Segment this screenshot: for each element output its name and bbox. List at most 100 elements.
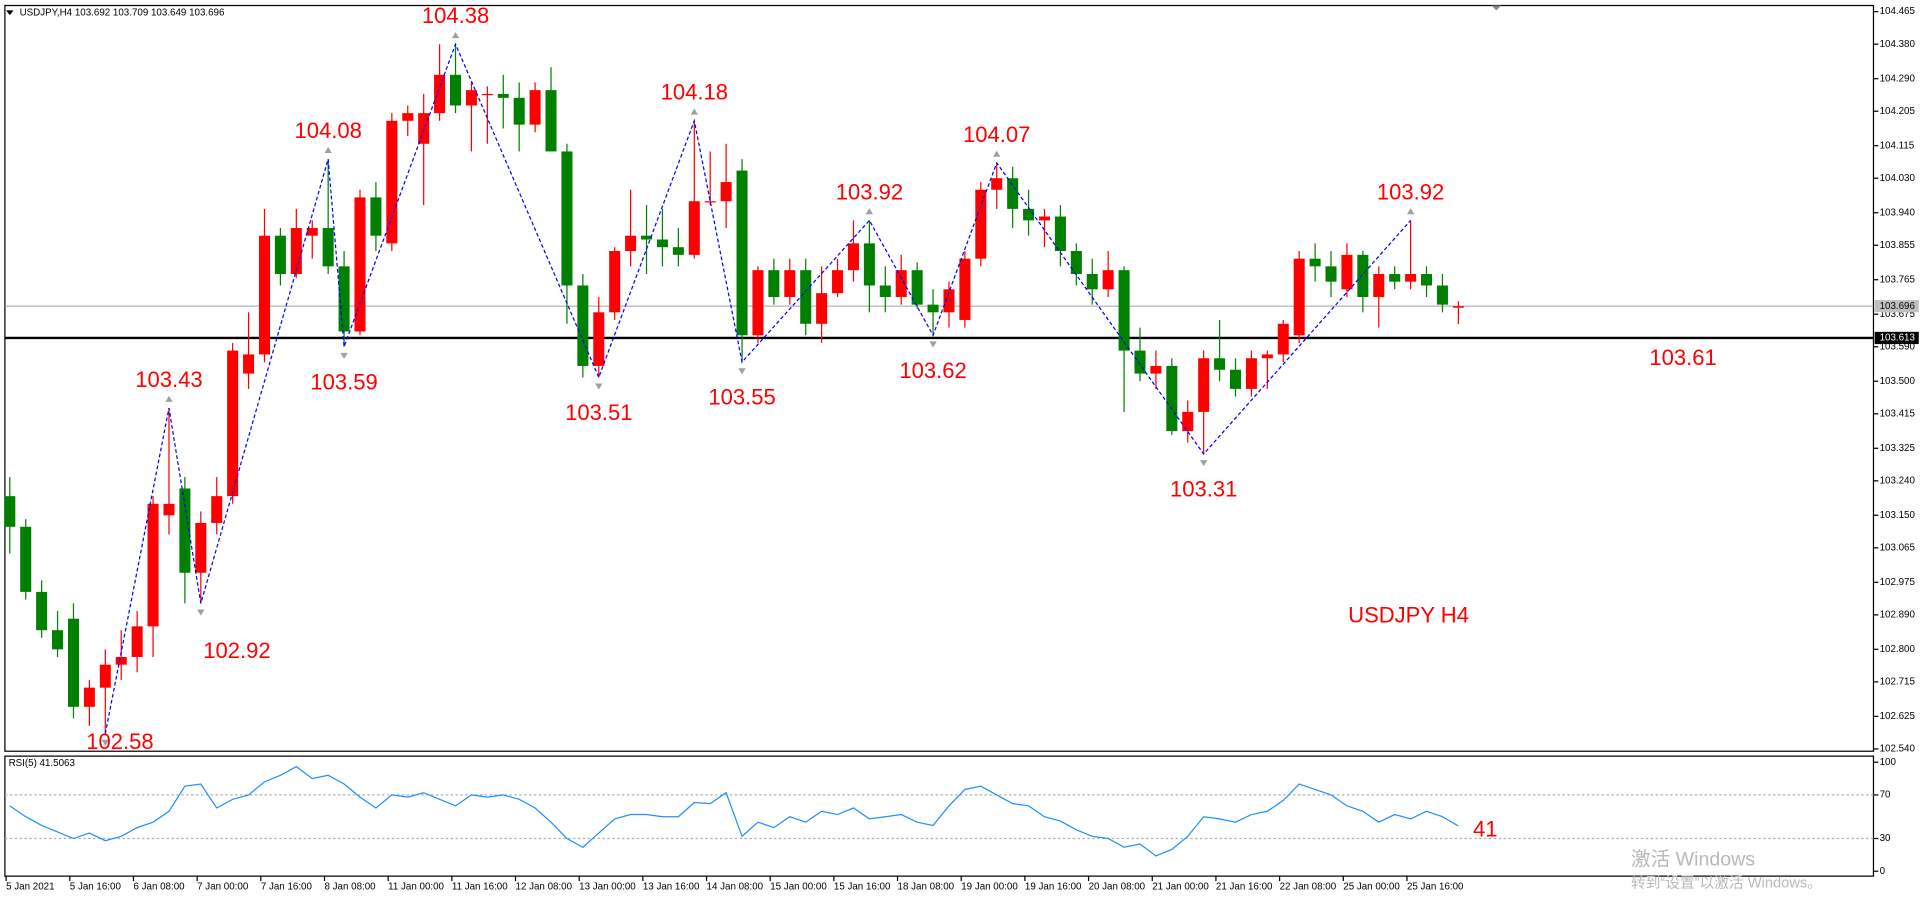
candle-body (147, 503, 159, 627)
swing-arrow (197, 609, 205, 616)
swing-arrow (865, 208, 874, 215)
swing-label: 104.08 (294, 118, 361, 143)
candle-body (1070, 251, 1082, 274)
swing-label: 103.92 (836, 179, 903, 204)
candle-body (36, 591, 48, 631)
symbol-label: USDJPY H4 (1348, 602, 1469, 627)
watermark: 激活 Windows (1631, 848, 1755, 870)
candle-body (67, 618, 79, 707)
header: USDJPY,H4 103.692 103.709 103.649 103.69… (20, 7, 225, 18)
rsi-tick-label: 100 (1880, 757, 1897, 768)
candle-body (816, 293, 828, 324)
x-tick-label: 18 Jan 08:00 (898, 882, 955, 893)
candle-body (863, 243, 875, 286)
candle-body (131, 626, 143, 658)
candle-body (736, 170, 748, 336)
candle-body (1405, 273, 1417, 282)
y-tick-label: 104.030 (1880, 173, 1916, 184)
swing-arrow (324, 146, 332, 153)
candle-body (1373, 273, 1385, 297)
y-tick-label: 103.590 (1880, 341, 1916, 352)
x-tick-label: 15 Jan 16:00 (834, 882, 891, 893)
current-price-label: 103.696 (1880, 301, 1916, 312)
x-tick-label: 15 Jan 00:00 (770, 882, 827, 893)
candle-body (243, 354, 255, 374)
x-tick-label: 20 Jan 08:00 (1089, 882, 1146, 893)
candle-body (752, 270, 764, 336)
y-tick-label: 104.290 (1880, 73, 1916, 84)
swing-label: 103.31 (1170, 477, 1237, 502)
candle-body (497, 93, 509, 98)
candle-body (720, 182, 732, 202)
shift-marker (1491, 5, 1502, 11)
y-tick-label: 102.890 (1880, 609, 1916, 620)
swing-arrow (340, 352, 348, 360)
swing-arrow (690, 108, 698, 115)
candle-body (625, 235, 637, 252)
swing-label: 103.43 (135, 367, 202, 392)
candle-body (768, 270, 780, 297)
candle-body (450, 74, 462, 106)
candle-body (306, 228, 318, 236)
candle-body (545, 90, 557, 152)
candle-body (959, 258, 971, 320)
candle-body (115, 657, 127, 665)
candle-body (1277, 323, 1289, 355)
x-tick-label: 11 Jan 16:00 (452, 882, 508, 893)
candle-body (1341, 254, 1353, 290)
candle-body (1150, 365, 1162, 374)
x-tick-label: 13 Jan 00:00 (579, 882, 636, 893)
candle-body (1261, 354, 1273, 359)
candle-body (481, 93, 493, 96)
candle-body (832, 270, 844, 294)
x-tick-label: 11 Jan 00:00 (388, 882, 444, 893)
candle-body (354, 197, 366, 332)
candle-body (322, 228, 334, 267)
y-tick-label: 103.675 (1880, 309, 1916, 320)
candle-body (20, 526, 32, 592)
swing-arrow (738, 368, 746, 375)
candle-body (927, 304, 939, 313)
swing-label: 103.51 (565, 400, 632, 425)
candle-body (1086, 273, 1098, 290)
candle-body (1436, 285, 1448, 305)
rsi-tick-label: 70 (1880, 790, 1891, 801)
watermark: 转到“设置”以激活 Windows。 (1631, 874, 1822, 891)
y-tick-label: 103.325 (1880, 443, 1916, 454)
candle-body (338, 266, 350, 332)
rsi-tick-label: 0 (1880, 866, 1886, 877)
swing-arrow (993, 150, 1001, 157)
x-tick-label: 6 Jan 08:00 (133, 882, 185, 893)
menu-arrow[interactable] (6, 10, 14, 16)
y-tick-label: 103.855 (1880, 240, 1916, 251)
y-tick-label: 104.380 (1880, 39, 1916, 50)
swing-arrow (1406, 208, 1415, 215)
x-tick-label: 19 Jan 00:00 (961, 882, 1018, 893)
y-tick-label: 102.540 (1880, 744, 1916, 755)
rsi-value-label: 41 (1473, 817, 1498, 842)
swing-arrow (451, 31, 460, 39)
rsi-line (9, 765, 1459, 857)
candle-body (704, 201, 716, 203)
candle-body (1389, 273, 1401, 282)
y-tick-label: 104.115 (1880, 140, 1915, 151)
main-pane (4, 4, 1875, 752)
candle-body (370, 197, 382, 236)
swing-arrow (595, 383, 603, 390)
candle-body (1118, 270, 1130, 351)
candle-body (1452, 306, 1464, 308)
candle-body (1198, 358, 1210, 412)
candle-body (290, 228, 302, 274)
candle-body (1054, 216, 1066, 252)
y-tick-label: 103.065 (1880, 542, 1916, 553)
candle-body (561, 151, 573, 286)
candle-body (911, 270, 923, 305)
candle-body (784, 270, 796, 297)
y-tick-label: 103.500 (1880, 376, 1916, 387)
swing-arrow (929, 341, 937, 348)
candle-body (991, 178, 1003, 190)
candle-body (895, 270, 907, 297)
swing-arrow (1200, 460, 1208, 467)
